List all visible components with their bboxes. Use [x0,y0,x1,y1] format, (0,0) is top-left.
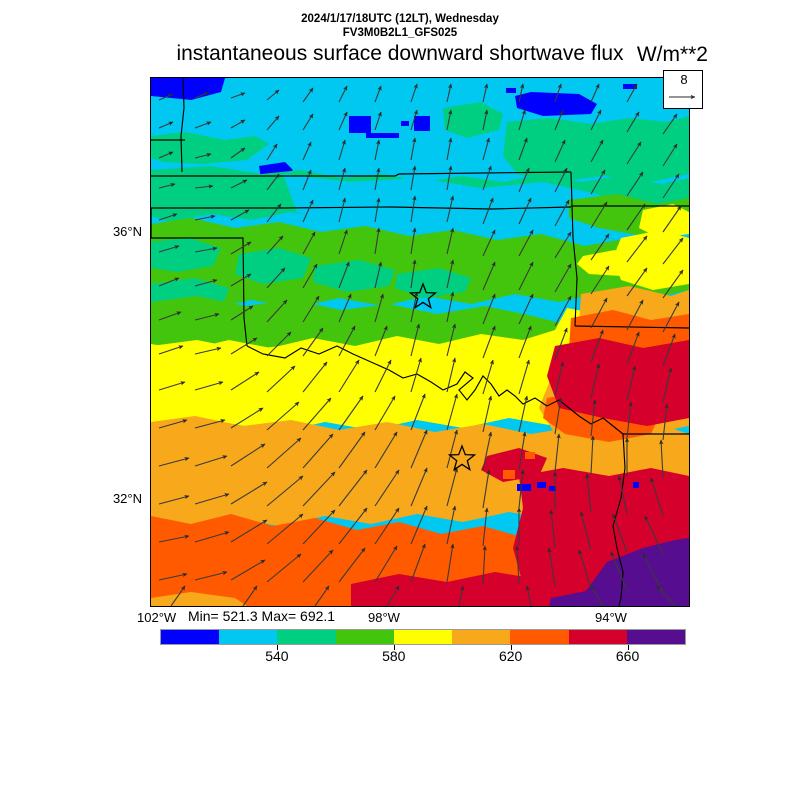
lat-tick-36n: 36°N [112,224,142,239]
colorbar-tick [510,645,512,650]
title-row: instantaneous surface downward shortwave… [0,42,800,68]
colorbar-tick [627,645,629,650]
colorbar-tick-label: 580 [382,648,406,664]
colorbar-band [452,630,511,644]
colorbar-band [161,630,220,644]
colorbar[interactable] [160,629,686,645]
colorbar-tick-label: 660 [615,648,640,664]
arrow-right-icon [669,94,696,100]
star-icon [447,444,477,472]
lat-tick-32n: 32°N [112,491,142,506]
colorbar-band [510,630,569,644]
reference-vector-legend: 8 [663,70,703,109]
lon-tick-102w: 102°W [137,610,177,625]
colorbar-band [219,630,278,644]
units-label: W/m**2 [636,43,708,66]
colorbar-band [393,630,453,644]
colorbar-ticks [160,645,686,653]
lon-tick-94w: 94°W [595,610,627,625]
contour-field [151,78,689,606]
timestamp-label: 2024/1/17/18UTC (12LT), Wednesday [301,13,499,25]
reference-vector-value: 8 [680,72,688,87]
colorbar-tick [276,645,278,650]
wind-vector-field [158,83,684,606]
star-icon [408,282,438,310]
minmax-label: Min= 521.3 Max= 692.1 [188,608,336,624]
colorbar-band [277,630,336,644]
station-markers[interactable] [408,282,477,472]
colorbar-band [626,630,685,644]
colorbar-band [568,630,627,644]
colorbar-tick [393,645,395,650]
map-plot-area[interactable] [150,77,690,607]
model-run-label: FV3M0B2L1_GFS025 [342,27,458,39]
page-title: instantaneous surface downward shortwave… [176,42,624,65]
colorbar-band [335,630,394,644]
colorbar-tick-label: 620 [498,648,523,664]
lon-tick-98w: 98°W [368,610,400,625]
colorbar-tick-label: 540 [265,648,289,664]
